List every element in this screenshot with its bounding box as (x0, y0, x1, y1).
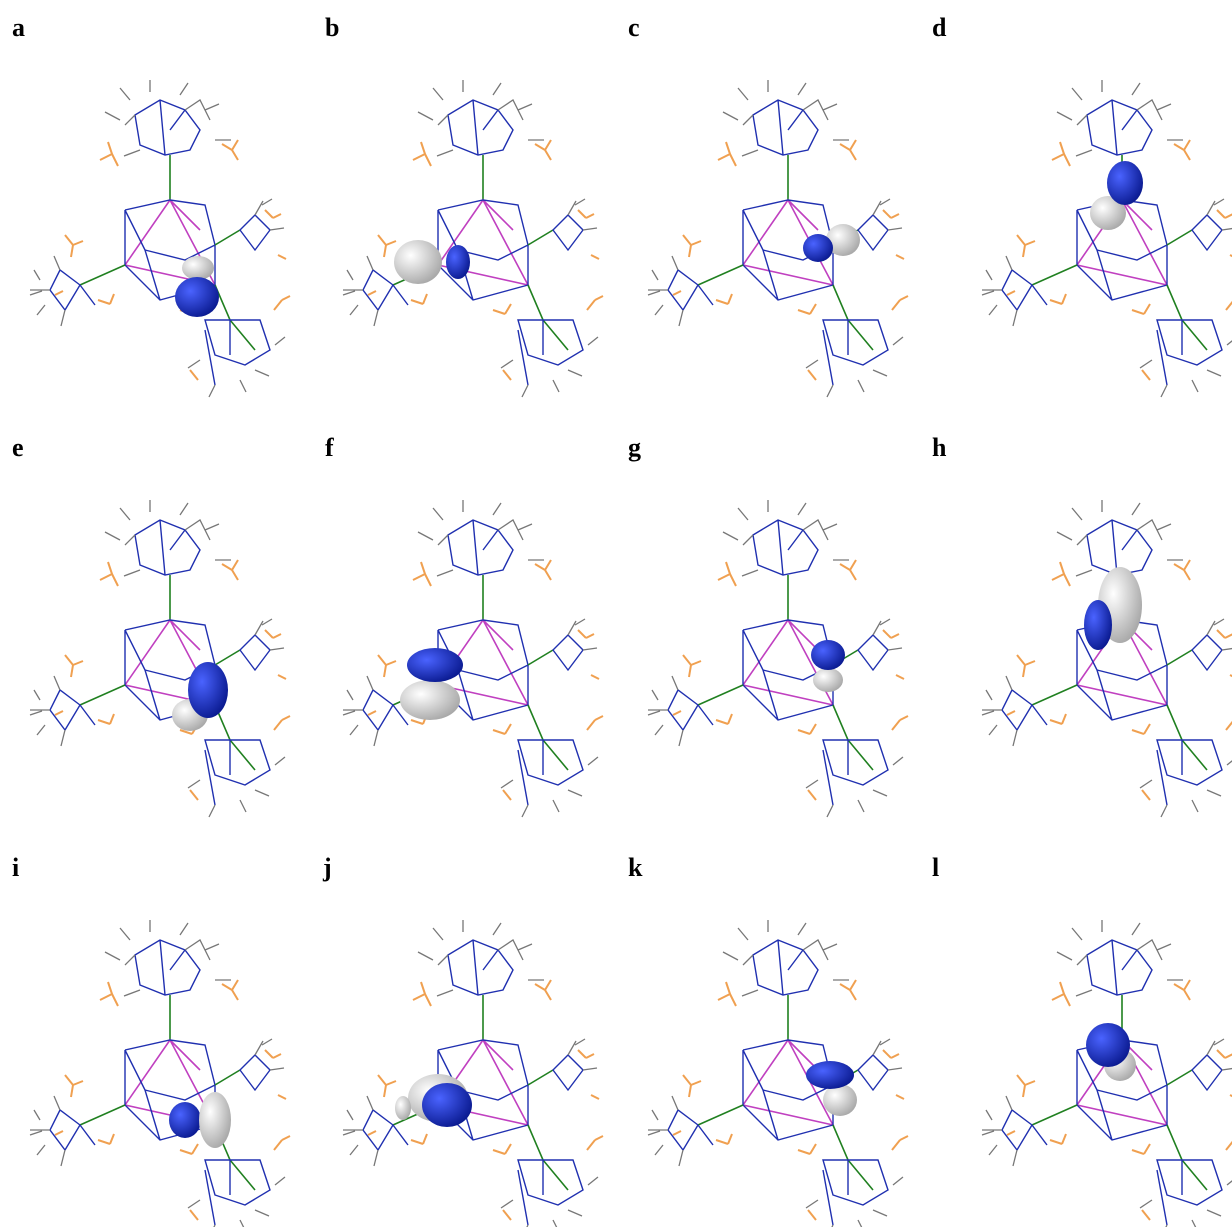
orbital-lobe (407, 648, 463, 682)
panel: a (12, 13, 290, 397)
panel: b (325, 13, 603, 397)
orbital-lobe (1084, 600, 1112, 650)
panel-label: k (628, 853, 643, 882)
orbital-lobe (1107, 161, 1143, 205)
panel-label: b (325, 13, 339, 42)
orbital-lobe (395, 1096, 411, 1120)
orbital-lobe (199, 1092, 231, 1148)
panel-label: h (932, 433, 947, 462)
orbital-lobe (175, 277, 219, 317)
panel: k (628, 853, 908, 1227)
panel: c (628, 13, 908, 397)
orbital-lobe (1086, 1023, 1130, 1067)
orbital-lobe (188, 662, 228, 718)
orbital-lobe (422, 1083, 472, 1127)
panel: i (12, 853, 290, 1227)
orbital-lobe (806, 1061, 854, 1089)
panel-label: c (628, 13, 640, 42)
orbital-lobe (182, 256, 214, 280)
orbital-lobe (169, 1102, 201, 1138)
panel: j (322, 853, 603, 1227)
figure: a b c d e f g h (0, 0, 1232, 1227)
panel: h (932, 433, 1232, 817)
panel: g (628, 433, 908, 817)
panel-label: l (932, 853, 939, 882)
panel-label: f (325, 433, 334, 462)
orbital-lobe (446, 245, 470, 279)
panel-label: e (12, 433, 24, 462)
orbital-lobe (394, 240, 442, 284)
panel: d (932, 13, 1232, 397)
orbital-lobe (813, 668, 843, 692)
panel-label: a (12, 13, 25, 42)
panel: l (932, 853, 1232, 1227)
panel: f (325, 433, 603, 817)
orbital-lobe (803, 234, 833, 262)
orbital-lobe (811, 640, 845, 670)
panel-label: j (322, 853, 332, 882)
panel-label: i (12, 853, 19, 882)
panel-label: g (628, 433, 641, 462)
panel-label: d (932, 13, 947, 42)
orbital-lobe (400, 680, 460, 720)
panel: e (12, 433, 290, 817)
